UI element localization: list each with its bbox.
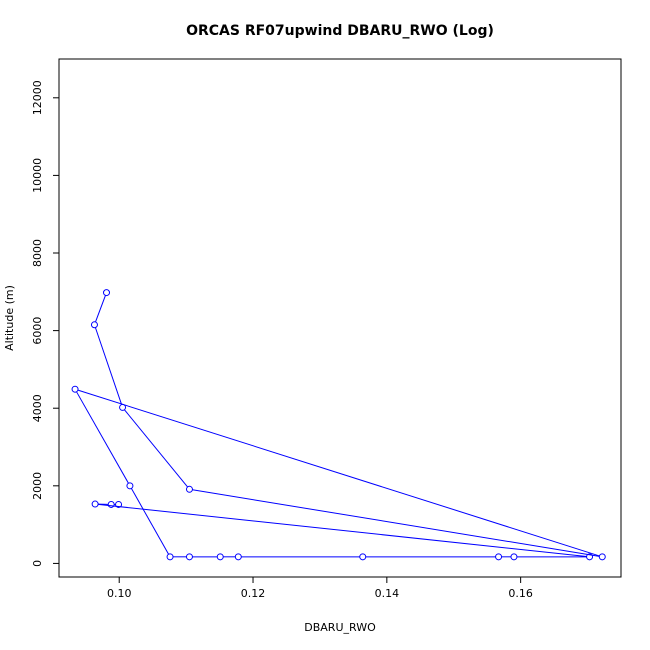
data-point xyxy=(71,385,79,393)
data-point xyxy=(103,289,111,297)
data-point xyxy=(126,482,134,490)
data-point xyxy=(359,553,367,561)
series-line-segment xyxy=(95,295,106,323)
data-point xyxy=(216,553,224,561)
data-point xyxy=(90,321,98,329)
y-tick-label: 8000 xyxy=(31,239,44,267)
data-point xyxy=(91,500,99,508)
y-tick-label: 2000 xyxy=(31,472,44,500)
series-line-segment xyxy=(192,489,600,557)
data-point xyxy=(115,500,123,508)
y-tick-label: 6000 xyxy=(31,317,44,345)
y-tick-label: 10000 xyxy=(31,158,44,193)
series-line-segment xyxy=(94,327,123,405)
x-tick-label: 0.16 xyxy=(508,587,533,600)
series-line-segment xyxy=(76,391,129,484)
x-tick-label: 0.10 xyxy=(107,587,132,600)
data-point xyxy=(185,485,193,493)
series-line-segment xyxy=(98,503,587,558)
y-tick-label: 4000 xyxy=(31,394,44,422)
series-line-segment xyxy=(77,389,600,557)
data-point xyxy=(495,553,503,561)
y-tick-label: 12000 xyxy=(31,80,44,115)
series-group xyxy=(71,289,606,561)
data-point xyxy=(107,500,115,508)
data-point xyxy=(234,553,242,561)
data-point xyxy=(166,553,174,561)
series-line-segment xyxy=(130,488,170,555)
data-point xyxy=(510,553,518,561)
y-tick-label: 0 xyxy=(31,560,44,567)
x-tick-label: 0.14 xyxy=(375,587,400,600)
x-axis-label: DBARU_RWO xyxy=(304,621,376,634)
data-point xyxy=(119,403,127,411)
plot-area xyxy=(58,58,622,578)
y-axis-label: Altitude (m) xyxy=(3,285,16,351)
data-point xyxy=(598,553,606,561)
x-tick-label: 0.12 xyxy=(241,587,266,600)
data-point xyxy=(586,553,594,561)
chart-title: ORCAS RF07upwind DBARU_RWO (Log) xyxy=(186,23,494,39)
series-line-segment xyxy=(124,409,188,488)
x-axis: 0.10 0.12 0.14 0.16 xyxy=(107,577,533,600)
y-axis: 0 2000 4000 6000 8000 10000 12000 xyxy=(31,80,59,567)
data-point xyxy=(185,553,193,561)
